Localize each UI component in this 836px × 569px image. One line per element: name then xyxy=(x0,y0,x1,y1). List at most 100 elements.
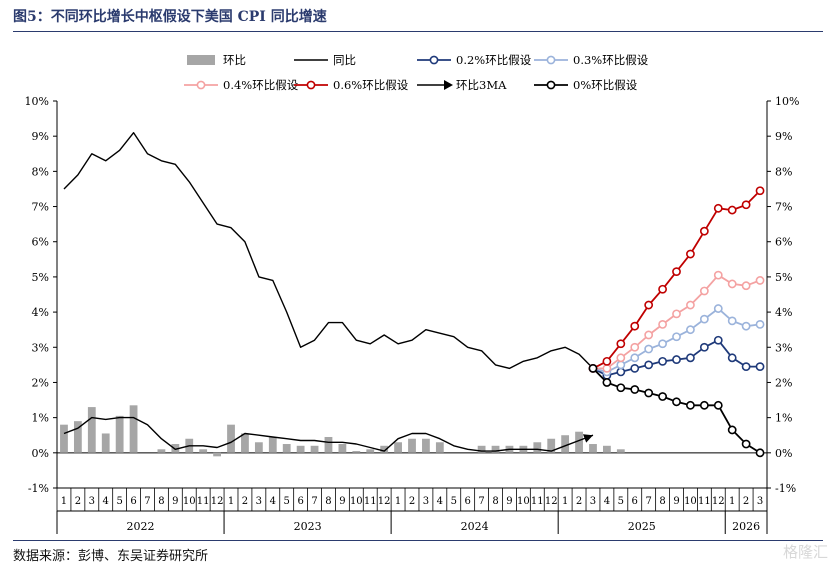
month-label: 11 xyxy=(364,496,377,507)
y-tick-label-right: 3% xyxy=(775,341,792,354)
month-label: 1 xyxy=(395,496,401,507)
series-point-0.4- xyxy=(602,363,612,373)
bar-mom xyxy=(533,442,542,453)
y-tick-label-right: 6% xyxy=(775,236,792,249)
series-point-0- xyxy=(644,388,654,398)
month-label: 2 xyxy=(409,496,415,507)
bar-mom xyxy=(254,442,263,453)
series-point-0.4- xyxy=(699,286,709,296)
bar-mom xyxy=(422,438,430,453)
legend-label: 0.3%环比假设 xyxy=(573,53,649,67)
series-point-0.3- xyxy=(741,321,751,331)
month-label: 5 xyxy=(618,496,624,507)
month-label: 9 xyxy=(506,496,512,507)
month-label: 9 xyxy=(339,496,345,507)
y-tick-label-left: 4% xyxy=(32,306,49,319)
legend-label: 同比 xyxy=(333,53,356,67)
series-line--3MA xyxy=(63,416,594,452)
series-point-0- xyxy=(630,385,640,394)
watermark: 格隆汇 xyxy=(782,543,828,561)
month-label: 10 xyxy=(517,496,530,507)
bar-mom xyxy=(296,445,305,453)
month-label: 1 xyxy=(729,496,735,507)
bar-mom xyxy=(477,445,486,453)
title-rule xyxy=(13,31,823,32)
legend-swatch-marker xyxy=(546,55,556,65)
y-tick-label-right: -1% xyxy=(775,482,796,495)
series-point-0.2- xyxy=(727,353,737,363)
series-point-0- xyxy=(616,383,626,393)
series-point-0- xyxy=(588,363,598,373)
month-label: 7 xyxy=(144,496,150,507)
series-point-0.4- xyxy=(713,270,723,280)
bar-mom xyxy=(268,436,277,453)
bar-mom xyxy=(60,424,68,453)
series-point-0.4- xyxy=(755,276,765,285)
series-point-0.4- xyxy=(616,353,626,363)
legend-label: 0.4%环比假设 xyxy=(223,78,299,92)
y-tick-label-left: 5% xyxy=(32,271,49,284)
series-point-0.3- xyxy=(644,344,654,354)
month-label: 3 xyxy=(89,496,95,507)
month-label: 9 xyxy=(172,496,178,507)
bar-mom xyxy=(491,445,500,453)
series-point-0.6- xyxy=(713,203,723,213)
series-point-0.6- xyxy=(686,249,695,259)
series-point-0.3- xyxy=(658,339,667,349)
series-line-0- xyxy=(592,367,761,454)
month-label: 8 xyxy=(325,496,331,507)
series-point-0.2- xyxy=(755,362,765,372)
month-label: 2 xyxy=(75,496,81,507)
month-label: 3 xyxy=(590,496,596,507)
source-rule xyxy=(13,540,823,541)
series-point-0.4- xyxy=(644,330,654,340)
series-point-0.3- xyxy=(686,325,695,335)
year-label: 2023 xyxy=(294,520,322,533)
month-label: 12 xyxy=(378,496,391,507)
series-point-0.2- xyxy=(672,355,681,364)
series-point-0.6- xyxy=(616,339,626,349)
legend-swatch-marker xyxy=(196,80,206,90)
series-point-0.6- xyxy=(727,205,737,215)
bar-mom xyxy=(213,452,221,457)
month-label: 8 xyxy=(492,496,498,507)
month-label: 5 xyxy=(116,496,122,507)
month-label: 11 xyxy=(698,496,711,507)
month-label: 1 xyxy=(562,496,568,507)
legend-label: 0.2%环比假设 xyxy=(456,53,532,67)
month-label: 10 xyxy=(684,496,697,507)
series-point-0- xyxy=(713,400,723,410)
bar-mom xyxy=(199,449,208,453)
series-point-0.6- xyxy=(630,321,640,331)
month-label: 2 xyxy=(576,496,582,507)
month-label: 10 xyxy=(183,496,196,507)
bar-mom xyxy=(547,438,556,453)
month-label: 4 xyxy=(437,496,443,507)
series-point-0.2- xyxy=(644,360,654,370)
series-point-0.3- xyxy=(713,304,723,313)
y-tick-label-right: 4% xyxy=(775,306,792,319)
month-label: 4 xyxy=(103,496,109,507)
legend-swatch-arrowhead xyxy=(444,80,453,90)
legend-label: 环比 xyxy=(223,53,246,67)
month-label: 6 xyxy=(464,496,470,507)
bar-mom xyxy=(589,444,597,453)
month-label: 12 xyxy=(545,496,558,507)
month-label: 5 xyxy=(284,496,290,507)
series-point-0.3- xyxy=(672,332,681,342)
legend-swatch-marker xyxy=(306,80,316,90)
y-tick-label-right: 0% xyxy=(775,447,792,460)
series-point-0.6- xyxy=(644,300,654,310)
bar-mom xyxy=(227,424,235,453)
bar-mom xyxy=(171,444,180,453)
series-arrowhead xyxy=(583,434,593,443)
month-label: 6 xyxy=(130,496,136,507)
series-point-0.2- xyxy=(713,335,723,345)
month-label: 8 xyxy=(659,496,665,507)
legend-label: 环比3MA xyxy=(456,78,507,92)
y-tick-label-left: 3% xyxy=(32,341,49,354)
month-label: 11 xyxy=(531,496,544,507)
series-point-0- xyxy=(755,448,765,458)
series-point-0.6- xyxy=(658,284,667,294)
